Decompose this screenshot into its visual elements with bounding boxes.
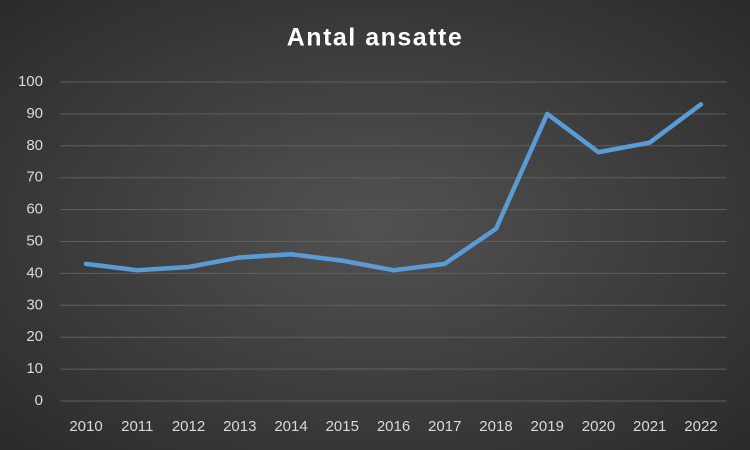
x-tick-label: 2017 [428,418,461,435]
x-tick-label: 2010 [69,418,102,435]
y-tick-label: 100 [18,73,43,90]
y-tick-label: 0 [35,392,43,409]
x-tick-label: 2015 [326,418,359,435]
y-tick-label: 20 [26,328,43,345]
y-tick-label: 50 [26,232,43,249]
y-tick-label: 90 [26,105,43,122]
x-tick-label: 2013 [223,418,256,435]
x-tick-label: 2014 [274,418,307,435]
x-tick-label: 2018 [479,418,512,435]
y-tick-label: 10 [26,360,43,377]
y-tick-label: 30 [26,296,43,313]
y-tick-label: 80 [26,137,43,154]
x-tick-label: 2020 [582,418,615,435]
data-line [83,102,704,273]
x-tick-label: 2022 [684,418,717,435]
y-tick-label: 70 [26,169,43,186]
y-tick-label: 40 [26,264,43,281]
x-tick-label: 2011 [121,418,153,435]
chart-title: Antal ansatte [287,24,463,52]
x-tick-label: 2012 [172,418,205,435]
y-tick-label: 60 [26,201,43,218]
x-tick-label: 2016 [377,418,410,435]
x-tick-label: 2019 [531,418,564,435]
x-tick-label: 2021 [633,418,666,435]
